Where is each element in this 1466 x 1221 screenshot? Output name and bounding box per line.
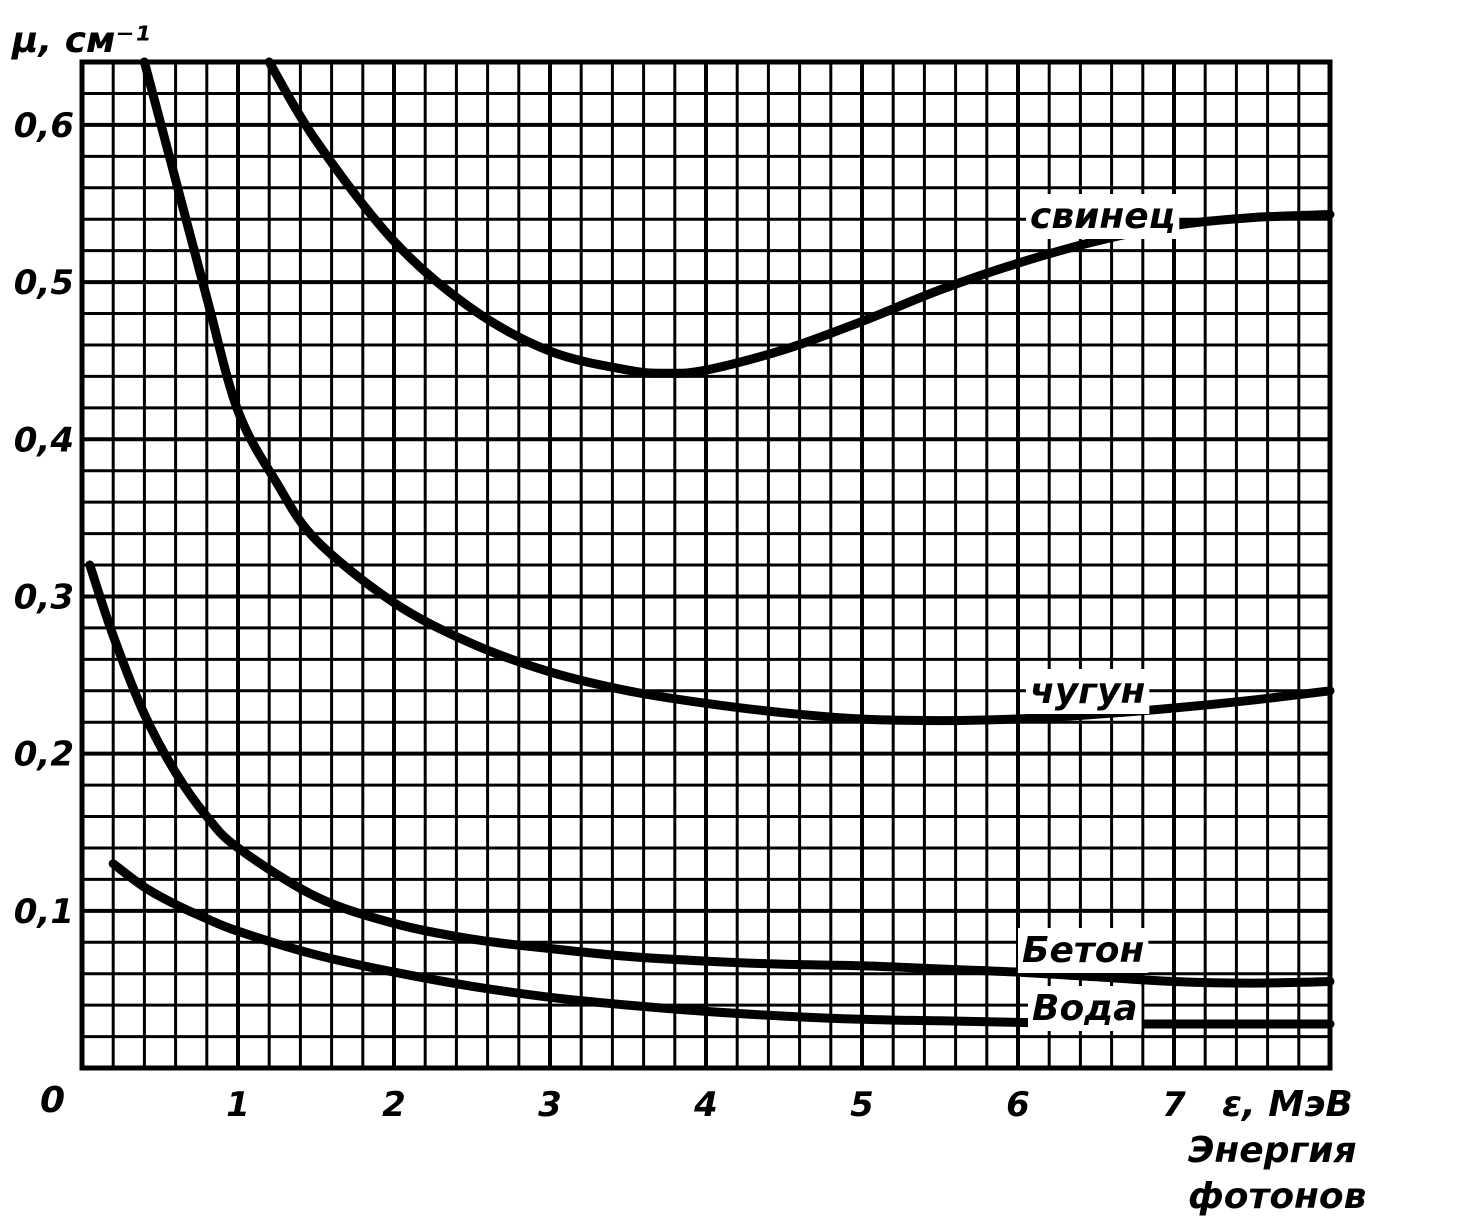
chart-grid <box>79 59 1333 1071</box>
series-label-voda: Вода <box>1032 988 1138 1029</box>
x-tick-label: 2 <box>382 1085 406 1125</box>
y-tick-label: 0,2 <box>14 735 74 775</box>
x-tick-label: 4 <box>693 1085 718 1125</box>
y-tick-labels: 0,1 0,2 0,3 0,4 0,5 0,6 <box>14 106 74 932</box>
y-tick-label: 0,1 <box>14 892 74 932</box>
series-label-background <box>1026 669 1150 714</box>
y-tick-label: 0,6 <box>14 106 74 146</box>
y-tick-label: 0,4 <box>14 420 74 460</box>
x-tick-label: 3 <box>538 1085 562 1125</box>
x-axis-caption-line-2: фотонов <box>1188 1176 1366 1217</box>
series-label-chugun: чугун <box>1030 671 1145 712</box>
origin-label: 0 <box>40 1080 65 1121</box>
series-label-background <box>1018 928 1149 973</box>
series-label-background <box>1026 194 1180 239</box>
series-label-background <box>1028 986 1142 1031</box>
x-tick-label: 6 <box>1006 1085 1030 1125</box>
series-label-beton: Бетон <box>1022 930 1144 971</box>
x-axis-caption-line-1: Энергия <box>1188 1130 1357 1171</box>
y-tick-label: 0,3 <box>14 577 74 617</box>
x-tick-label: 5 <box>850 1085 874 1125</box>
y-tick-label: 0,5 <box>14 263 74 303</box>
series-line-beton <box>85 560 1335 988</box>
series-label-svinets: свинец <box>1030 196 1175 237</box>
x-tick-label: 1 <box>226 1085 250 1125</box>
x-tick-labels: 1 2 3 4 5 6 7 <box>226 1085 1186 1125</box>
x-tick-label: 7 <box>1162 1085 1186 1125</box>
series-line-chugun <box>139 57 1335 726</box>
x-axis-label: ε, МэВ <box>1222 1084 1353 1125</box>
y-axis-label: μ, см⁻¹ <box>11 20 150 61</box>
plot-frame <box>79 59 1333 1071</box>
